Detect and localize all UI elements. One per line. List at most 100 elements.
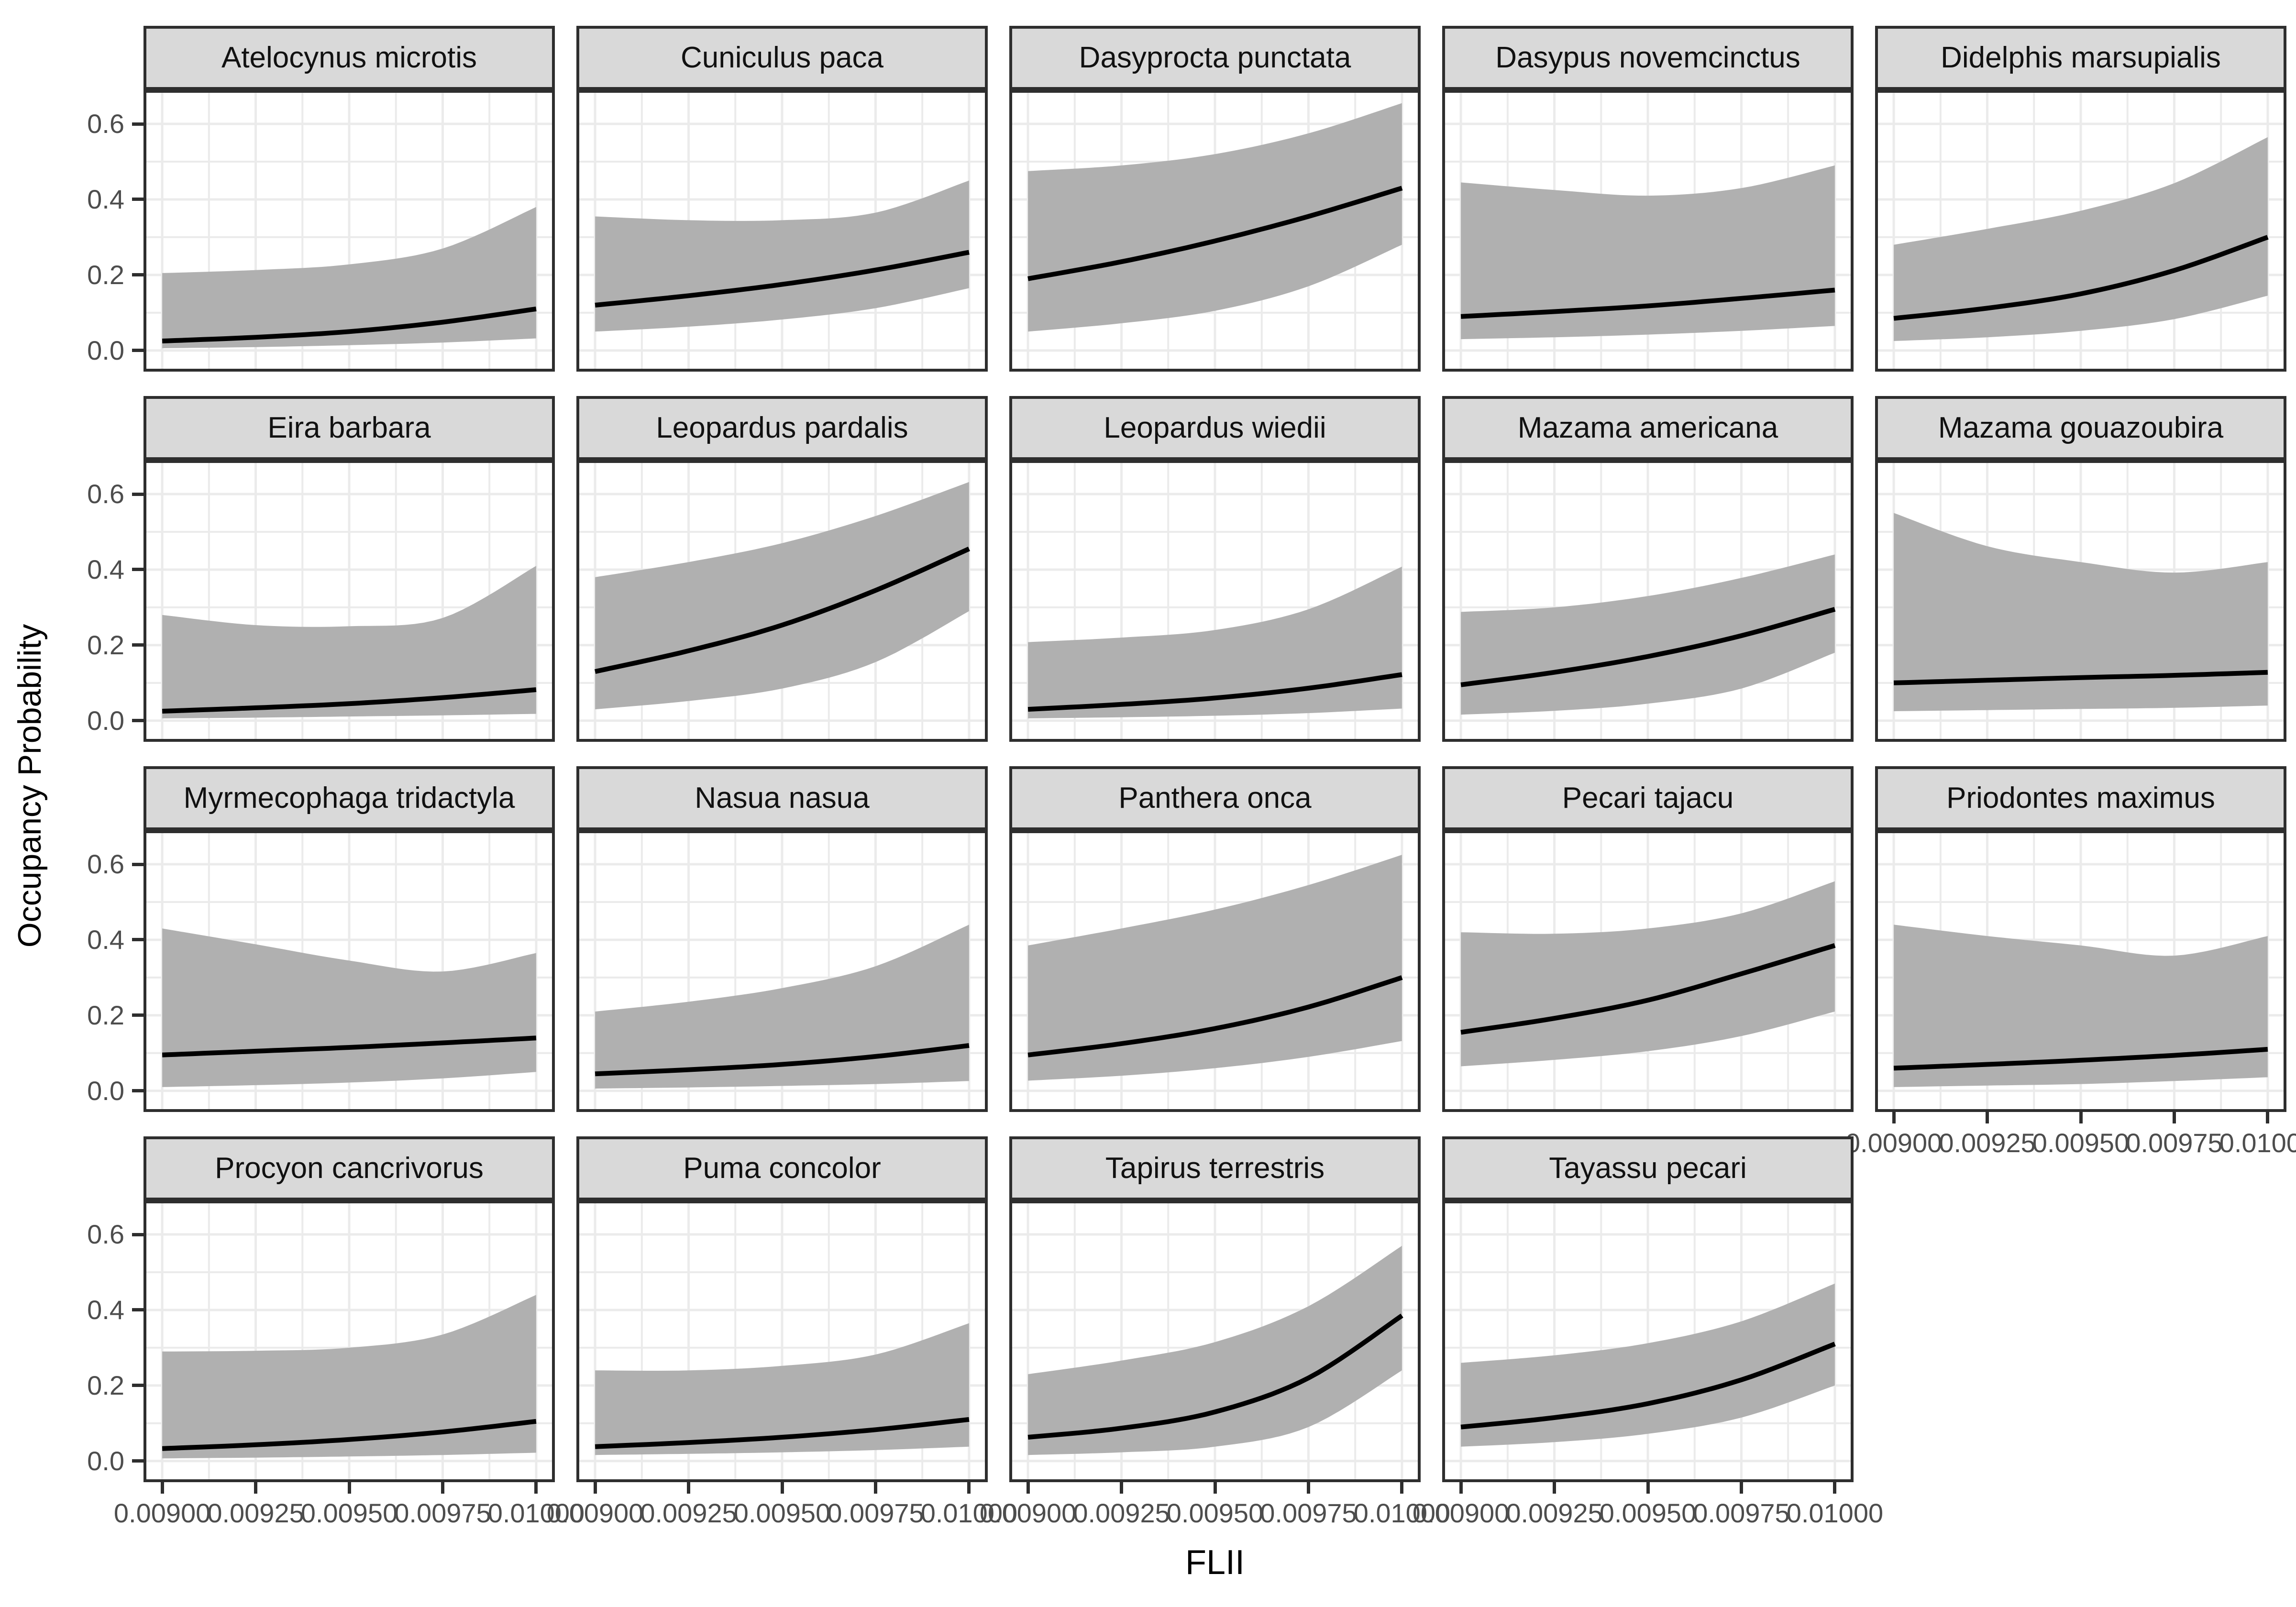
facet-strip: Nasua nasua	[576, 766, 988, 830]
y-tick-mark	[132, 568, 144, 572]
ci-ribbon	[595, 1323, 969, 1455]
y-tick-label: 0.2	[87, 1370, 124, 1400]
facet-strip: Eira barbara	[144, 396, 555, 460]
facet-panel-svg	[1009, 90, 1421, 372]
x-tick-label: 0.00900	[1412, 1498, 1510, 1528]
facet-strip-label: Didelphis marsupialis	[1941, 41, 2221, 74]
ci-ribbon	[162, 207, 536, 348]
facet-strip-label: Tapirus terrestris	[1105, 1152, 1325, 1185]
facet-strip: Leopardus pardalis	[576, 396, 988, 460]
panel-border	[576, 460, 988, 742]
y-tick-mark	[132, 1233, 144, 1236]
ci-ribbon	[1028, 855, 1402, 1081]
panel-border	[1009, 90, 1421, 372]
x-axis-title: FLII	[1185, 1543, 1245, 1582]
x-tick-label: 0.00950	[733, 1498, 831, 1528]
y-tick-label: 0.6	[87, 1219, 124, 1250]
facet-strip-label: Panthera onca	[1118, 781, 1312, 815]
mean-line	[1027, 975, 1403, 1057]
x-tick-mark	[2079, 1112, 2083, 1123]
facet-panel-svg	[576, 90, 988, 372]
y-axis-title: Occupancy Probability	[11, 624, 48, 948]
mean-line	[595, 250, 970, 308]
x-tick-label: 0.01000	[487, 1498, 585, 1528]
facet-strip-label: Leopardus pardalis	[656, 411, 908, 444]
mean-line	[1027, 1313, 1403, 1440]
facet-strip: Mazama americana	[1442, 396, 1854, 460]
y-tick-mark	[132, 938, 144, 942]
y-tick-mark	[132, 198, 144, 201]
x-tick-label: 0.00925	[640, 1498, 737, 1528]
y-tick-mark	[132, 349, 144, 352]
facet-strip: Cuniculus paca	[576, 26, 988, 90]
panel-border	[1009, 1200, 1421, 1482]
x-tick-mark	[347, 1482, 351, 1494]
x-tick-label: 0.00925	[207, 1498, 304, 1528]
panel-border	[144, 90, 555, 372]
facet-panel-svg	[1442, 1200, 1854, 1482]
x-tick-mark	[534, 1482, 538, 1494]
x-tick-label: 0.00950	[300, 1498, 398, 1528]
x-tick-mark	[1553, 1482, 1556, 1494]
facet-strip-label: Mazama americana	[1517, 411, 1778, 444]
y-tick-mark	[132, 1459, 144, 1463]
facet-panel-svg	[1442, 460, 1854, 742]
facet-strip-label: Eira barbara	[267, 411, 431, 444]
x-tick-label: 0.00950	[1599, 1498, 1697, 1528]
panel-border	[1442, 460, 1854, 742]
x-tick-mark	[780, 1482, 784, 1494]
x-tick-mark	[160, 1482, 164, 1494]
panel-border	[144, 1200, 555, 1482]
facet-panel-svg	[1875, 90, 2286, 372]
facet-strip-label: Procyon cancrivorus	[215, 1152, 484, 1185]
x-tick-label: 0.01000	[920, 1498, 1018, 1528]
panel-border	[1442, 830, 1854, 1112]
y-tick-mark	[132, 492, 144, 496]
facet-strip: Pecari tajacu	[1442, 766, 1854, 830]
facet-strip-label: Priodontes maximus	[1946, 781, 2215, 815]
mean-line	[595, 1043, 970, 1077]
ci-ribbon	[162, 566, 536, 718]
facet-strip-label: Atelocynus microtis	[221, 41, 477, 74]
x-tick-mark	[593, 1482, 597, 1494]
facet-panel-svg	[1009, 830, 1421, 1112]
facet-panel-svg	[1875, 460, 2286, 742]
facet-strip: Puma concolor	[576, 1136, 988, 1200]
panel-border	[1875, 90, 2286, 372]
x-tick-mark	[687, 1482, 691, 1494]
mean-line	[1027, 186, 1403, 281]
mean-line	[1460, 287, 1835, 319]
mean-line	[162, 687, 537, 714]
y-tick-label: 0.4	[87, 554, 124, 584]
y-tick-label: 0.0	[87, 1445, 124, 1476]
facet-strip: Mazama gouazoubira	[1875, 396, 2286, 460]
x-tick-mark	[1459, 1482, 1463, 1494]
facet-panel-svg	[1009, 1200, 1421, 1482]
facet-strip-label: Myrmecophaga tridactyla	[183, 781, 515, 815]
y-tick-label: 0.2	[87, 629, 124, 660]
mean-line	[162, 1419, 537, 1451]
y-tick-label: 0.6	[87, 849, 124, 880]
mean-line	[1027, 672, 1402, 712]
facet-panel-svg	[1442, 90, 1854, 372]
y-tick-mark	[132, 122, 144, 126]
x-tick-label: 0.00975	[1260, 1498, 1357, 1528]
facet-panel-svg	[144, 460, 555, 742]
y-tick-label: 0.0	[87, 335, 124, 365]
x-tick-mark	[1213, 1482, 1217, 1494]
x-tick-label: 0.01000	[2219, 1128, 2296, 1158]
facet-panel-svg	[576, 460, 988, 742]
x-tick-label: 0.00975	[394, 1498, 491, 1528]
ci-ribbon	[1028, 566, 1402, 718]
facet-strip: Dasyprocta punctata	[1009, 26, 1421, 90]
x-tick-label: 0.01000	[1786, 1498, 1884, 1528]
x-tick-mark	[1739, 1482, 1743, 1494]
x-tick-label: 0.00975	[1693, 1498, 1790, 1528]
y-tick-mark	[132, 643, 144, 647]
panel-border	[576, 90, 988, 372]
ci-ribbon	[1461, 165, 1835, 340]
ci-ribbon	[1894, 925, 2268, 1087]
facet-strip-label: Puma concolor	[683, 1152, 881, 1185]
y-tick-mark	[132, 719, 144, 723]
mean-line	[162, 306, 537, 343]
